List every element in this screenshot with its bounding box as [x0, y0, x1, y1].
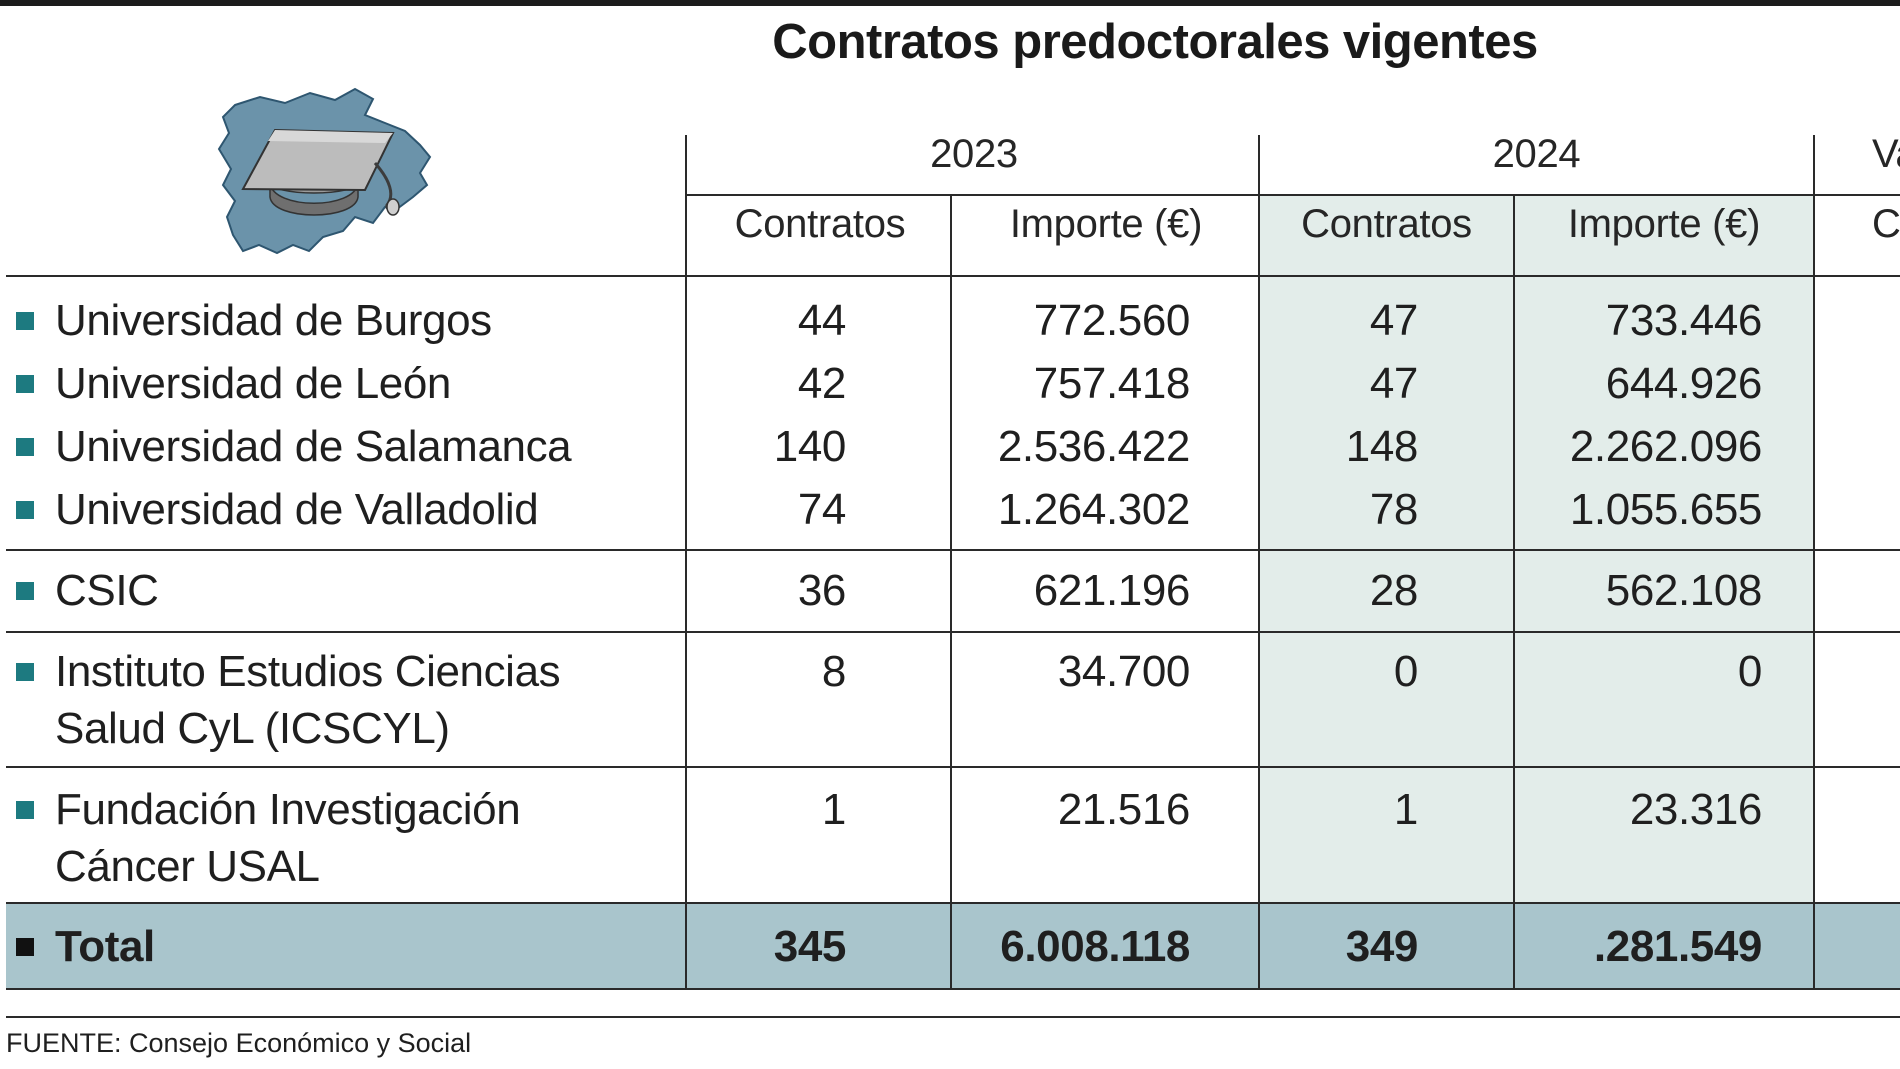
total-c2023: 345: [773, 922, 847, 971]
cell-c2024: 47: [1369, 359, 1419, 408]
col-divider-year: [1258, 135, 1260, 989]
row-label: Universidad de León: [55, 355, 451, 412]
cell-i2023: 1.264.302: [997, 485, 1191, 534]
cell-i2024: 562.108: [1605, 566, 1763, 615]
row-label-line: Universidad de Burgos: [55, 296, 492, 345]
year-variation-header: Va: [1872, 132, 1900, 176]
col-divider-2023: [950, 195, 952, 989]
row-bullet-icon: [16, 501, 34, 519]
cell-i2023: 21.516: [1057, 785, 1191, 834]
cell-c2023: 140: [773, 422, 847, 471]
row-label-line: CSIC: [55, 566, 159, 615]
row-label-line: Universidad de Valladolid: [55, 485, 539, 534]
subcol-2024-importe: Importe (€): [1567, 202, 1761, 246]
row-bullet-icon: [16, 582, 34, 600]
cell-c2024: 28: [1369, 566, 1419, 615]
year-2024-header: 2024: [1492, 132, 1581, 176]
row-label: Universidad de Salamanca: [55, 418, 572, 475]
row-label-line: Universidad de León: [55, 359, 452, 408]
row-bullet-icon: [16, 375, 34, 393]
rule-after-total: [6, 988, 1900, 990]
subcol-variation: C: [1872, 202, 1900, 246]
row-label-line: Universidad de Salamanca: [55, 422, 572, 471]
col-divider-2024: [1513, 195, 1515, 989]
row-bullet-icon: [16, 312, 34, 330]
subcol-2023-importe: Importe (€): [1009, 202, 1203, 246]
cell-i2023: 34.700: [1057, 647, 1191, 696]
row-label-line: Instituto Estudios Ciencias: [55, 647, 561, 696]
total-c2024: 349: [1345, 922, 1419, 971]
rule-before-total: [6, 902, 1900, 904]
cell-i2023: 621.196: [1033, 566, 1191, 615]
cell-i2024: 2.262.096: [1569, 422, 1763, 471]
subcol-2023-contratos: Contratos: [734, 202, 906, 246]
row-label-line: Fundación Investigación: [55, 785, 521, 834]
total-i2023: 6.008.118: [1000, 922, 1190, 971]
subcol-2024-contratos: Contratos: [1301, 202, 1472, 246]
year-2023-header: 2023: [930, 132, 1018, 176]
rule-after-universities: [6, 549, 1900, 551]
col-divider-label: [685, 135, 687, 989]
total-row-band: [6, 903, 1900, 989]
cell-i2024: 23.316: [1629, 785, 1763, 834]
row-bullet-icon: [16, 663, 34, 681]
row-bullet-icon: [16, 438, 34, 456]
cell-i2024: 1.055.655: [1569, 485, 1763, 534]
cell-c2023: 1: [821, 785, 846, 834]
row-label-line: Salud CyL (ICSCYL): [55, 704, 450, 753]
chart-title: Contratos predoctorales vigentes: [772, 15, 1538, 69]
total-i2024: .281.549: [1593, 922, 1762, 971]
cell-c2023: 36: [797, 566, 847, 615]
row-label-line: Cáncer USAL: [55, 842, 320, 891]
rule-after-icscyl: [6, 766, 1900, 768]
cell-c2024: 0: [1393, 647, 1418, 696]
cell-c2023: 42: [797, 359, 847, 408]
cell-c2024: 1: [1393, 785, 1418, 834]
cell-c2024: 148: [1345, 422, 1419, 471]
cell-i2023: 2.536.422: [997, 422, 1191, 471]
cell-i2024: 733.446: [1605, 296, 1763, 345]
cell-c2024: 78: [1369, 485, 1419, 534]
graduation-cap-map-icon: [217, 87, 432, 255]
row-bullet-icon: [16, 801, 34, 819]
cell-c2023: 74: [797, 485, 847, 534]
cell-c2023: 44: [797, 296, 847, 345]
rule-above-source: [6, 1016, 1900, 1018]
header-year-rule: [686, 194, 1900, 196]
cell-i2024: 0: [1737, 647, 1762, 696]
row-label: Instituto Estudios Ciencias Salud CyL (IC…: [55, 643, 561, 757]
top-rule: [0, 0, 1900, 6]
total-label: Total: [55, 922, 155, 971]
row-label: CSIC: [55, 562, 159, 619]
cell-i2023: 772.560: [1033, 296, 1191, 345]
col-divider-variation: [1813, 135, 1815, 989]
cell-i2024: 644.926: [1605, 359, 1763, 408]
total-bullet-icon: [16, 938, 34, 956]
header-bottom-rule: [6, 275, 1900, 277]
row-label: Universidad de Burgos: [55, 292, 492, 349]
cell-i2023: 757.418: [1033, 359, 1191, 408]
row-label: Universidad de Valladolid: [55, 481, 539, 538]
cell-c2024: 47: [1369, 296, 1419, 345]
cell-c2023: 8: [821, 647, 846, 696]
rule-after-csic: [6, 631, 1900, 633]
row-label: Fundación Investigación Cáncer USAL: [55, 781, 521, 895]
source-note: FUENTE: Consejo Económico y Social: [6, 1028, 472, 1058]
